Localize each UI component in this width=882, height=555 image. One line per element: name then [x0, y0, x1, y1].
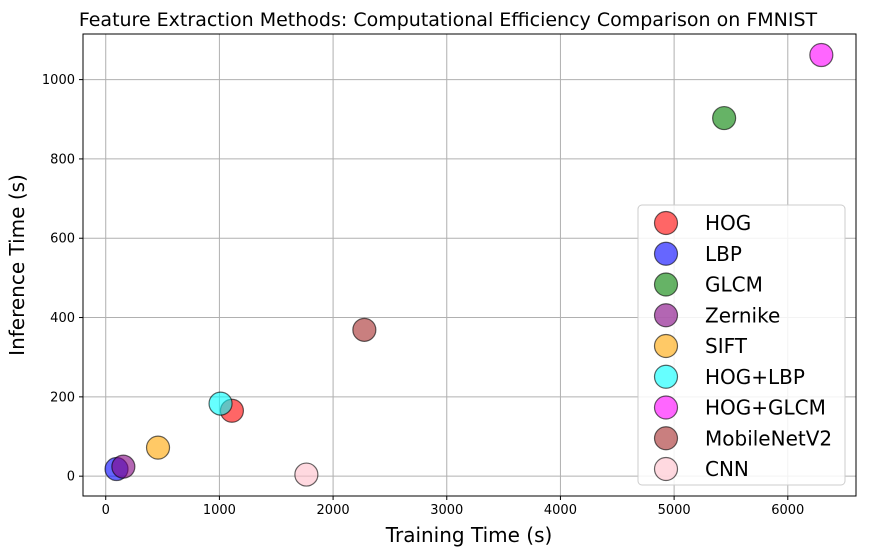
data-point: [145, 435, 171, 460]
chart-title: Feature Extraction Methods: Computationa…: [79, 9, 818, 31]
legend-marker: [653, 272, 679, 297]
legend-label: CNN: [705, 457, 749, 481]
y-axis-label: Inference Time (s): [5, 174, 29, 356]
y-tick-label: 200: [50, 390, 75, 405]
legend-label: LBP: [705, 242, 742, 266]
data-point: [208, 391, 233, 416]
legend-marker: [653, 364, 679, 389]
legend-label: MobileNetV2: [705, 426, 832, 450]
legend-label: HOG+GLCM: [705, 396, 826, 420]
legend-label: SIFT: [705, 334, 748, 358]
legend-marker: [653, 210, 679, 236]
x-tick-label: 4000: [544, 503, 577, 518]
x-tick-label: 3000: [430, 503, 463, 518]
legend-label: GLCM: [705, 273, 763, 297]
legend-label: Zernike: [705, 303, 780, 327]
x-tick-label: 1000: [203, 503, 236, 518]
x-tick-label: 6000: [771, 503, 804, 518]
y-tick-label: 600: [50, 232, 75, 247]
legend-marker: [653, 456, 679, 482]
data-points: [104, 42, 834, 487]
legend: HOG LBP GLCM Zernike SIFT HOG+LBP HOG+GLCM Mobi…: [637, 204, 846, 486]
legend-marker: [653, 426, 679, 451]
legend-marker: [653, 241, 679, 266]
plot-area: [82, 33, 857, 497]
data-point: [294, 462, 319, 487]
data-point: [111, 454, 136, 479]
legend-marker: [653, 395, 679, 420]
legend-marker: [653, 333, 679, 359]
legend-marker: [653, 303, 679, 328]
data-point: [352, 317, 377, 342]
x-axis-label: Training Time (s): [385, 523, 553, 547]
y-tick-label: 400: [50, 311, 75, 326]
x-tick-label: 2000: [317, 503, 350, 518]
data-point: [712, 105, 737, 131]
axis-ticks: 0 1000 2000 3000 4000 5000 6000 0 200 400 600 800 10…: [42, 73, 804, 518]
y-tick-label: 0: [67, 470, 75, 485]
x-tick-label: 0: [102, 503, 110, 518]
legend-label: HOG+LBP: [705, 365, 805, 389]
legend-label: HOG: [705, 211, 751, 235]
x-tick-label: 5000: [658, 503, 691, 518]
y-tick-label: 1000: [42, 73, 75, 88]
y-tick-label: 800: [50, 152, 75, 167]
data-point: [809, 42, 834, 68]
legend-box: [637, 204, 846, 486]
